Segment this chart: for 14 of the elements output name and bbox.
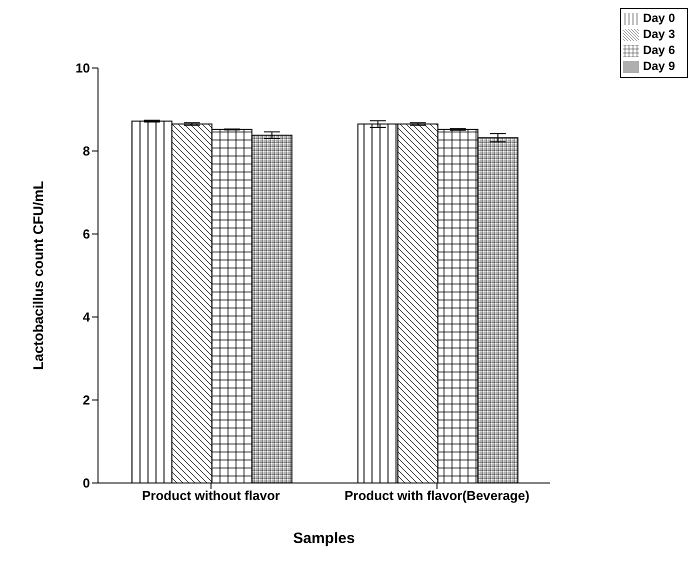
y-tick-label: 6 (82, 226, 90, 242)
x-tick-label: Product with flavor(Beverage) (344, 488, 530, 504)
y-tick-label: 0 (82, 476, 90, 491)
legend-label: Day 6 (642, 43, 675, 58)
y-axis-title: Lactobacillus count CFU/mL (30, 180, 46, 370)
legend-label: Day 9 (642, 59, 675, 74)
legend-label: Day 0 (642, 11, 675, 26)
x-tick-label: Product without flavor (142, 488, 280, 504)
y-tick-label: 10 (76, 60, 90, 76)
y-tick-label: 4 (82, 310, 91, 325)
y-tick-label: 2 (82, 392, 90, 408)
x-axis-title: Samples (293, 530, 355, 547)
y-tick-label: 8 (82, 144, 90, 159)
legend-label: Day 3 (642, 27, 675, 42)
